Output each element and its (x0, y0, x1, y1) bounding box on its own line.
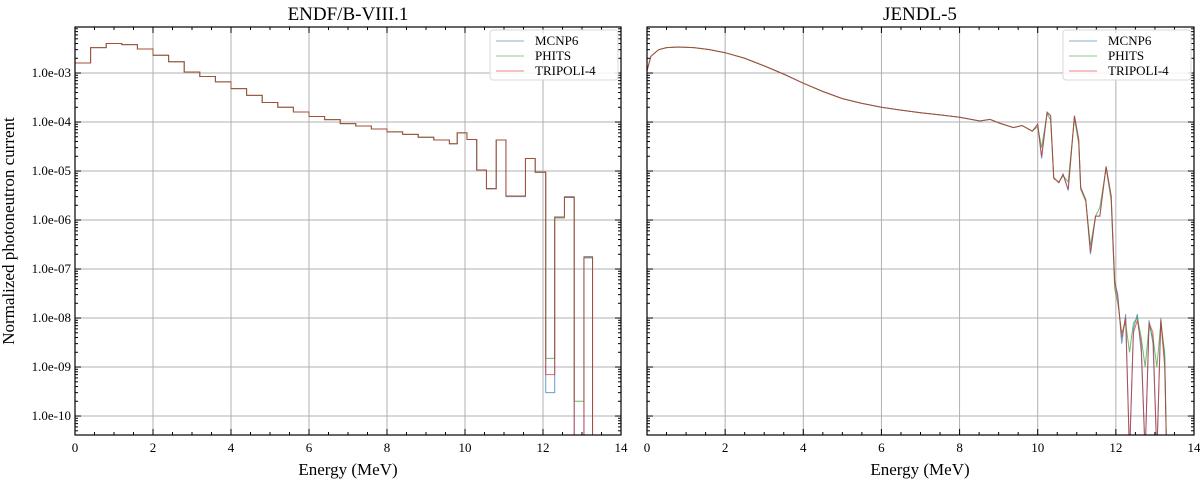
axes-frame (74, 26, 622, 436)
legend-label-tripoli-4: TRIPOLI-4 (1108, 63, 1169, 78)
y-tick-label: 1.0e-08 (32, 310, 71, 325)
y-tick-label: 1.0e-07 (32, 261, 72, 276)
y-tick-label: 1.0e-04 (32, 114, 72, 129)
axis-ticks (74, 27, 622, 435)
series-line-tripoli-4 (75, 43, 594, 435)
x-tick-label: 6 (306, 440, 313, 455)
x-tick-label: 0 (72, 440, 79, 455)
y-tick-label: 1.0e-05 (32, 163, 71, 178)
series-group (75, 43, 594, 435)
x-tick-label: 2 (150, 440, 157, 455)
y-tick-label: 1.0e-03 (32, 65, 71, 80)
axes-frame (646, 26, 1195, 436)
series-line-mcnp6 (75, 43, 594, 435)
panel-title-left: ENDF/B-VIII.1 (288, 4, 409, 25)
series-line-phits (75, 43, 594, 435)
x-tick-label: 6 (878, 440, 885, 455)
y-tick-label: 1.0e-09 (32, 359, 71, 374)
x-tick-label: 10 (459, 440, 472, 455)
y-tick-label: 1.0e-06 (32, 212, 72, 227)
legend-label-mcnp6: MCNP6 (1108, 33, 1152, 48)
legend-box (1062, 29, 1192, 81)
series-line-tripoli-4 (647, 46, 1167, 435)
x-tick-label: 14 (615, 440, 629, 455)
panel-title-right: JENDL-5 (883, 4, 957, 25)
series-group (647, 46, 1167, 435)
x-tick-label: 8 (956, 440, 963, 455)
x-tick-label: 14 (1188, 440, 1200, 455)
legend-label-phits: PHITS (535, 48, 571, 63)
x-axis-label-right: Energy (MeV) (870, 460, 969, 479)
x-tick-label: 12 (537, 440, 550, 455)
y-tick-label: 1.0e-10 (32, 408, 71, 423)
legend-label-tripoli-4: TRIPOLI-4 (535, 63, 596, 78)
x-tick-label: 2 (722, 440, 729, 455)
legend-label-phits: PHITS (1108, 48, 1144, 63)
x-tick-label: 12 (1109, 440, 1122, 455)
x-tick-label: 10 (1031, 440, 1044, 455)
x-tick-label: 4 (800, 440, 807, 455)
legend-box (489, 29, 619, 81)
y-axis-label: Normalized photoneutron current (0, 117, 18, 345)
panel-left: 0 2 4 6 8 10 12 14 1.0e-03 1.0e-04 1.0e-05 1.0e-06 1… (32, 26, 629, 455)
x-tick-label: 4 (228, 440, 235, 455)
x-axis-label-left: Energy (MeV) (298, 460, 397, 479)
legend-label-mcnp6: MCNP6 (535, 33, 579, 48)
x-tick-label: 0 (644, 440, 651, 455)
x-tick-label: 8 (384, 440, 391, 455)
